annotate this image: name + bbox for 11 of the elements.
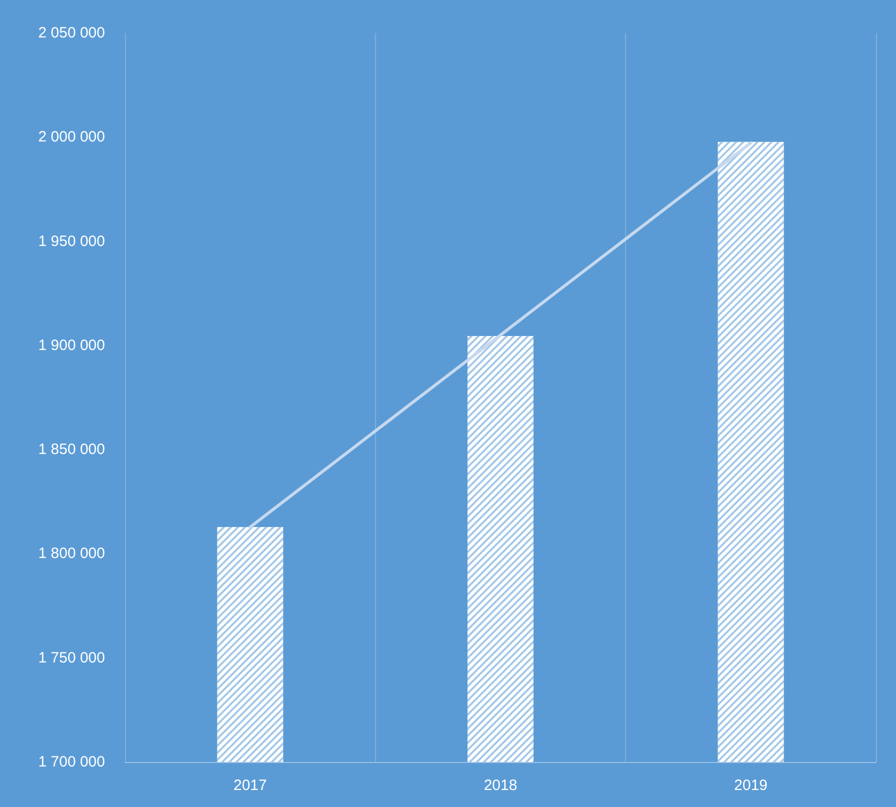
y-tick-label: 2 050 000 — [38, 24, 105, 42]
y-tick-label: 1 950 000 — [38, 232, 105, 250]
y-tick-label: 1 800 000 — [38, 545, 105, 562]
x-tick-label: 2018 — [484, 777, 518, 794]
y-tick-label: 1 750 000 — [38, 649, 105, 666]
x-tick-label: 2019 — [734, 777, 768, 794]
y-tick-label: 1 900 000 — [38, 336, 105, 354]
y-tick-label: 1 850 000 — [38, 441, 105, 458]
y-tick-label: 1 700 000 — [38, 754, 105, 770]
y-tick-label: 2 000 000 — [38, 128, 105, 146]
x-tick-label: 2017 — [233, 777, 267, 794]
